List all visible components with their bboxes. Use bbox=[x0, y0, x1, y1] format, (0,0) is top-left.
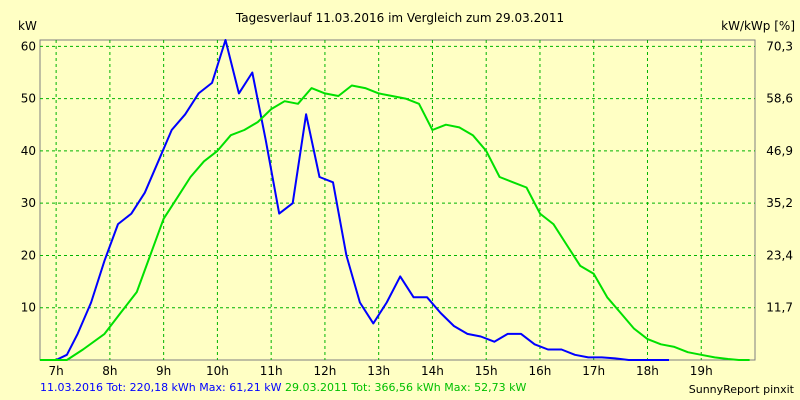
y-tick-label-left: 40 bbox=[21, 144, 36, 158]
grid bbox=[40, 40, 755, 360]
y-tick-label-right: 70,3 bbox=[766, 39, 793, 53]
x-tick-label: 7h bbox=[49, 364, 64, 378]
plot-area bbox=[39, 39, 756, 361]
y-tick-label-left: 20 bbox=[21, 248, 36, 262]
series-line-1 bbox=[40, 39, 669, 361]
tick-labels: 7h 8h 9h 10h 11h 12h 13h 14h 15h 16h 17h 18h 19h 10 20… bbox=[21, 39, 793, 378]
y-tick-label-left: 10 bbox=[21, 301, 36, 315]
x-tick-label: 12h bbox=[313, 364, 336, 378]
y-tick-label-left: 60 bbox=[21, 39, 36, 53]
y-tick-label-right: 58,6 bbox=[766, 92, 793, 106]
series-line-2 bbox=[40, 84, 750, 361]
x-tick-label: 15h bbox=[475, 364, 498, 378]
y-tick-label-right: 11,7 bbox=[766, 301, 793, 315]
x-tick-label: 17h bbox=[582, 364, 605, 378]
x-tick-label: 16h bbox=[529, 364, 552, 378]
y-tick-label-right: 35,2 bbox=[766, 196, 793, 210]
x-tick-label: 13h bbox=[367, 364, 390, 378]
y-axis-label-left: kW bbox=[18, 19, 37, 33]
x-tick-label: 8h bbox=[102, 364, 117, 378]
x-tick-label: 9h bbox=[156, 364, 171, 378]
x-tick-label: 10h bbox=[206, 364, 229, 378]
x-tick-label: 18h bbox=[636, 364, 659, 378]
footer-credit: SunnyReport pinxit bbox=[688, 383, 794, 396]
chart-title: Tagesverlauf 11.03.2016 im Vergleich zum… bbox=[235, 11, 564, 25]
x-tick-label: 11h bbox=[260, 364, 283, 378]
y-tick-label-right: 46,9 bbox=[766, 144, 793, 158]
footer-summary: 11.03.2016 Tot: 220,18 kWh Max: 61,21 kW… bbox=[40, 381, 526, 394]
y-tick-label-left: 50 bbox=[21, 92, 36, 106]
footer-series1-summary: 11.03.2016 Tot: 220,18 kWh Max: 61,21 kW bbox=[40, 381, 282, 394]
footer-series2-summary: 29.03.2011 Tot: 366,56 kWh Max: 52,73 kW bbox=[284, 381, 527, 394]
x-tick-label: 14h bbox=[421, 364, 444, 378]
y-tick-label-left: 30 bbox=[21, 196, 36, 210]
series-lines bbox=[40, 39, 750, 361]
x-tick-label: 19h bbox=[690, 364, 713, 378]
y-tick-label-right: 23,4 bbox=[766, 248, 793, 262]
y-axis-label-right: kW/kWp [%] bbox=[721, 19, 795, 33]
